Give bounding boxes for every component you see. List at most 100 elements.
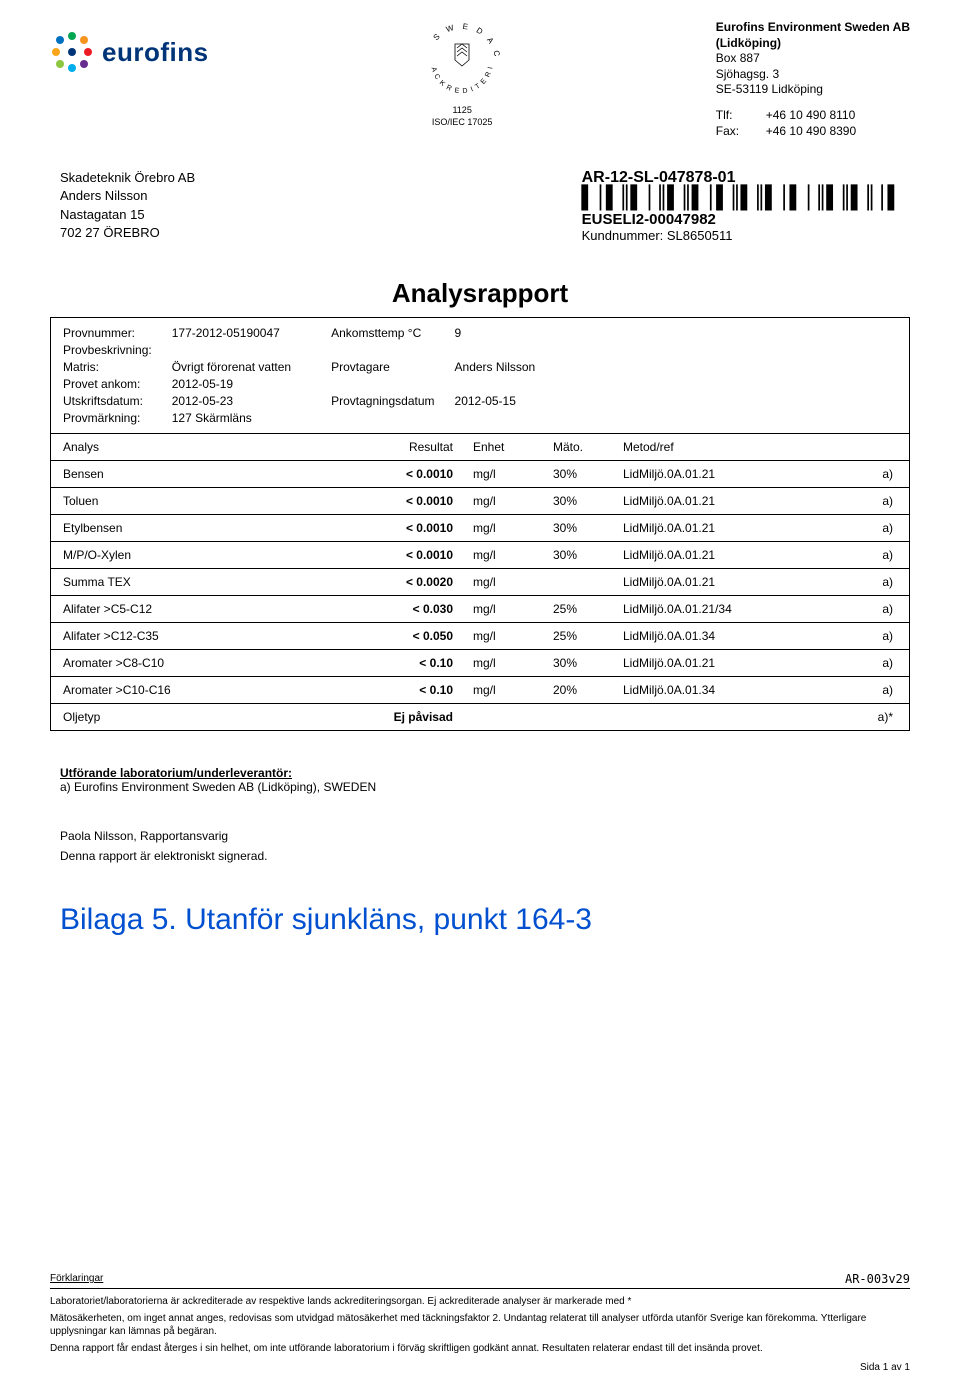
cell-mato: 30% xyxy=(553,521,623,535)
lab-city: (Lidköping) xyxy=(716,36,910,52)
customer-name: Skadeteknik Örebro AB xyxy=(60,169,195,187)
cell-note: a) xyxy=(853,629,893,643)
matris-label: Matris: xyxy=(63,360,152,374)
cell-resultat: < 0.0010 xyxy=(363,521,473,535)
cell-resultat: < 0.050 xyxy=(363,629,473,643)
cell-mato: 30% xyxy=(553,656,623,670)
page-footer: AR-003v29 Förklaringar Laboratoriet/labo… xyxy=(50,1272,910,1374)
cell-note: a) xyxy=(853,467,893,481)
lab-street: Sjöhagsg. 3 xyxy=(716,67,910,83)
col-metod: Metod/ref xyxy=(623,440,853,454)
ankom-value: 2012-05-19 xyxy=(172,377,291,391)
footer-heading: Förklaringar xyxy=(50,1273,103,1284)
cell-note: a) xyxy=(853,575,893,589)
svg-text:S W E D A C: S W E D A C xyxy=(432,22,502,60)
cell-enhet xyxy=(473,710,553,724)
cell-analys: Aromater >C10-C16 xyxy=(63,683,363,697)
table-row: Etylbensen< 0.0010mg/l30%LidMiljö.0A.01.… xyxy=(51,515,909,542)
signature-block: Paola Nilsson, Rapportansvarig Denna rap… xyxy=(50,829,910,863)
table-row: Aromater >C10-C16< 0.10mg/l20%LidMiljö.0… xyxy=(51,677,909,704)
footer-line3: Denna rapport får endast återges i sin h… xyxy=(50,1342,910,1355)
signature-note: Denna rapport är elektroniskt signerad. xyxy=(60,849,900,863)
results-body: Bensen< 0.0010mg/l30%LidMiljö.0A.01.21a)… xyxy=(50,461,910,731)
page-number: Sida 1 av 1 xyxy=(50,1361,910,1374)
tlf-label: Tlf: xyxy=(716,108,746,124)
cell-resultat: < 0.0020 xyxy=(363,575,473,589)
cell-analys: M/P/O-Xylen xyxy=(63,548,363,562)
fax-label: Fax: xyxy=(716,124,746,140)
cell-mato: 25% xyxy=(553,602,623,616)
mark-value: 127 Skärmläns xyxy=(172,411,291,425)
customer-postal: 702 27 ÖREBRO xyxy=(60,224,195,242)
eurofins-dots-icon xyxy=(50,30,94,74)
footer-line2: Mätosäkerheten, om inget annat anges, re… xyxy=(50,1312,910,1338)
cell-enhet: mg/l xyxy=(473,575,553,589)
cell-analys: Alifater >C12-C35 xyxy=(63,629,363,643)
cell-enhet: mg/l xyxy=(473,683,553,697)
provtagare-value: Anders Nilsson xyxy=(455,360,536,391)
cell-mato xyxy=(553,575,623,589)
cell-resultat: < 0.0010 xyxy=(363,494,473,508)
fax-value: +46 10 490 8390 xyxy=(766,124,856,140)
cell-mato xyxy=(553,710,623,724)
customer-block: Skadeteknik Örebro AB Anders Nilsson Nas… xyxy=(60,169,195,243)
accreditation-mark: S W E D A C A C K R E D I T E R I N 1125… xyxy=(417,20,507,127)
cell-metod: LidMiljö.0A.01.21 xyxy=(623,494,853,508)
lab-box: Box 887 xyxy=(716,51,910,67)
header: eurofins S W E D A C A C K R E D I T E R… xyxy=(50,20,910,139)
appendix-title: Bilaga 5. Utanför sjunkläns, punkt 164-3 xyxy=(50,903,910,937)
cell-resultat: Ej påvisad xyxy=(363,710,473,724)
cell-resultat: < 0.10 xyxy=(363,683,473,697)
cell-enhet: mg/l xyxy=(473,602,553,616)
provbesk-value xyxy=(172,343,291,357)
table-row: Bensen< 0.0010mg/l30%LidMiljö.0A.01.21a) xyxy=(51,461,909,488)
mark-label: Provmärkning: xyxy=(63,411,152,425)
temp-label: Ankomsttemp °C xyxy=(331,326,434,357)
cell-analys: Aromater >C8-C10 xyxy=(63,656,363,670)
table-row: Alifater >C12-C35< 0.050mg/l25%LidMiljö.… xyxy=(51,623,909,650)
col-resultat: Resultat xyxy=(363,440,473,454)
cell-enhet: mg/l xyxy=(473,548,553,562)
customer-street: Nastagatan 15 xyxy=(60,206,195,224)
table-row: OljetypEj påvisada)* xyxy=(51,704,909,731)
cell-metod: LidMiljö.0A.01.34 xyxy=(623,683,853,697)
cell-analys: Oljetyp xyxy=(63,710,363,724)
table-row: Alifater >C5-C12< 0.030mg/l25%LidMiljö.0… xyxy=(51,596,909,623)
cell-enhet: mg/l xyxy=(473,656,553,670)
performing-lab: Utförande laboratorium/underleverantör: … xyxy=(50,766,910,794)
col-enhet: Enhet xyxy=(473,440,553,454)
cell-note: a) xyxy=(853,521,893,535)
matris-value: Övrigt förorenat vatten xyxy=(172,360,291,374)
footer-line1: Laboratoriet/laboratorierna är ackredite… xyxy=(50,1295,910,1308)
report-title: Analysrapport xyxy=(50,278,910,309)
table-row: Toluen< 0.0010mg/l30%LidMiljö.0A.01.21a) xyxy=(51,488,909,515)
brand-logo: eurofins xyxy=(50,20,209,74)
cell-note: a) xyxy=(853,548,893,562)
col-mato: Mäto. xyxy=(553,440,623,454)
cell-metod: LidMiljö.0A.01.21 xyxy=(623,467,853,481)
cell-metod: LidMiljö.0A.01.21 xyxy=(623,521,853,535)
cell-metod: LidMiljö.0A.01.34 xyxy=(623,629,853,643)
cell-metod: LidMiljö.0A.01.21 xyxy=(623,656,853,670)
ankom-label: Provet ankom: xyxy=(63,377,152,391)
cell-metod: LidMiljö.0A.01.21 xyxy=(623,575,853,589)
cell-enhet: mg/l xyxy=(473,629,553,643)
provnummer-label: Provnummer: xyxy=(63,326,152,340)
brand-name: eurofins xyxy=(102,37,209,68)
lab-name: Eurofins Environment Sweden AB xyxy=(716,20,910,36)
temp-value: 9 xyxy=(455,326,536,357)
accred-iso: ISO/IEC 17025 xyxy=(417,117,507,127)
signatory-name: Paola Nilsson, Rapportansvarig xyxy=(60,829,900,843)
report-ar: AR-12-SL-047878-01 xyxy=(582,169,900,187)
cell-resultat: < 0.030 xyxy=(363,602,473,616)
lab-postal: SE-53119 Lidköping xyxy=(716,82,910,98)
cell-analys: Etylbensen xyxy=(63,521,363,535)
sample-meta: Provnummer: 177-2012-05190047 Provbeskri… xyxy=(50,317,910,433)
report-id-block: AR-12-SL-047878-01 ▌│▌║▌│║▌║▌│▌║▌║▌│▌│║▌… xyxy=(582,169,900,243)
cell-mato: 30% xyxy=(553,467,623,481)
provnummer-value: 177-2012-05190047 xyxy=(172,326,291,340)
cell-analys: Summa TEX xyxy=(63,575,363,589)
cell-metod xyxy=(623,710,853,724)
utskr-label: Utskriftsdatum: xyxy=(63,394,152,408)
form-code: AR-003v29 xyxy=(845,1272,910,1288)
